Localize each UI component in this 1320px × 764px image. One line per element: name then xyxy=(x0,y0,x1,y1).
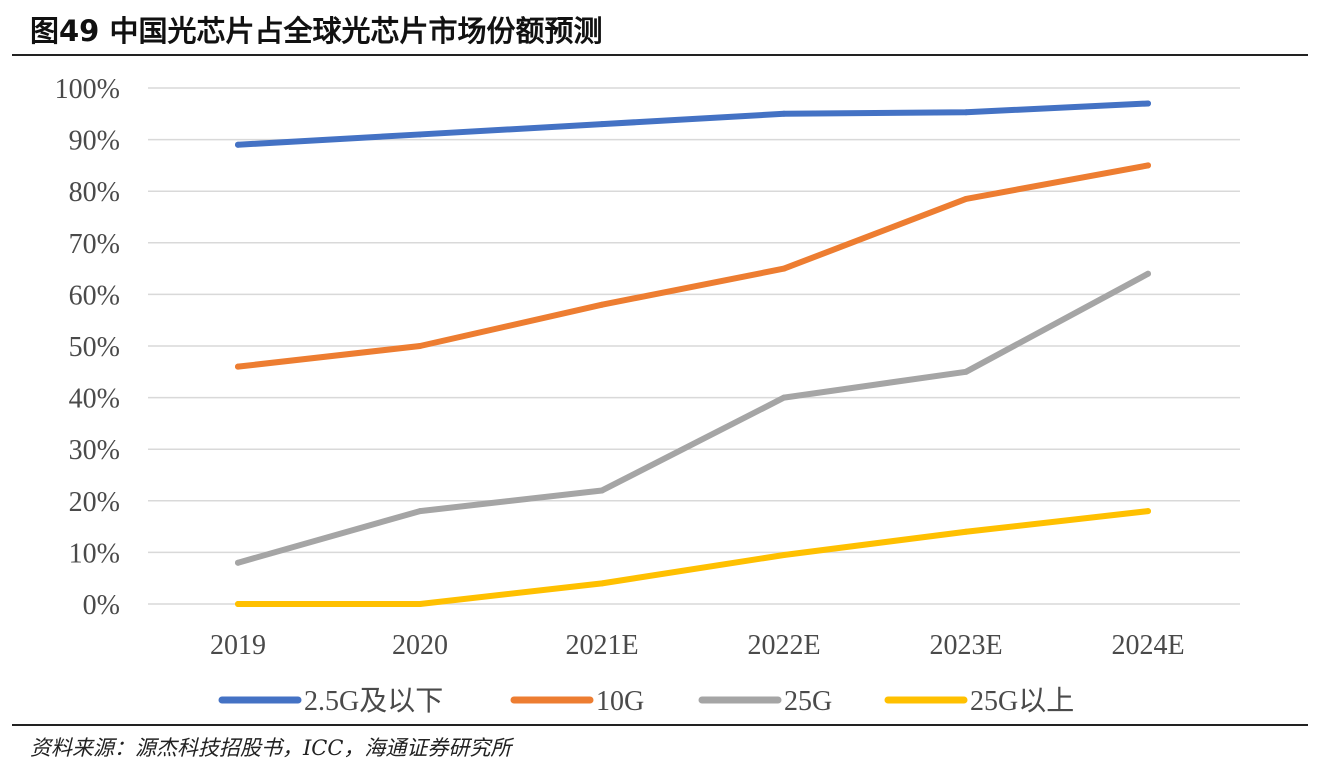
data-point xyxy=(599,121,605,128)
x-tick-label: 2019 xyxy=(210,630,266,661)
data-point xyxy=(599,580,605,587)
source-note: 资料来源：源杰科技招股书，ICC，海通证券研究所 xyxy=(30,736,512,760)
data-point xyxy=(781,394,787,401)
y-tick-label: 10% xyxy=(69,538,120,569)
series-line xyxy=(235,508,1151,607)
legend-label: 25G以上 xyxy=(970,686,1074,717)
data-point xyxy=(781,265,787,272)
data-point xyxy=(417,131,423,138)
y-tick-label: 70% xyxy=(69,229,120,260)
y-tick-label: 90% xyxy=(69,126,120,157)
x-tick-label: 2023E xyxy=(929,630,1002,661)
data-point xyxy=(963,368,969,375)
data-point xyxy=(235,363,241,370)
data-point xyxy=(599,301,605,308)
series-line xyxy=(235,100,1151,148)
data-point xyxy=(963,195,969,202)
legend-label: 25G xyxy=(784,686,832,717)
data-point xyxy=(235,141,241,148)
data-point xyxy=(781,110,787,117)
x-tick-label: 2020 xyxy=(392,630,448,661)
x-tick-label: 2022E xyxy=(747,630,820,661)
series-line xyxy=(235,162,1151,370)
gridlines xyxy=(148,87,1240,605)
bottom-divider xyxy=(12,724,1308,726)
y-tick-label: 0% xyxy=(83,590,120,621)
data-point xyxy=(417,601,423,607)
line-chart: 0%10%20%30%40%50%60%70%80%90%100% 2019 20… xyxy=(55,74,1240,717)
data-point xyxy=(1145,162,1151,169)
data-point xyxy=(599,487,605,494)
y-tick-label: 100% xyxy=(55,74,120,105)
series-lines xyxy=(235,100,1151,607)
data-point xyxy=(963,109,969,116)
data-point xyxy=(1145,270,1151,277)
x-axis-ticks: 2019 2020 2021E 2022E 2023E 2024E xyxy=(210,630,1185,661)
data-point xyxy=(417,343,423,349)
y-tick-label: 40% xyxy=(69,384,120,415)
legend: 2.5G及以下 10G 25G 25G以上 xyxy=(218,686,1074,717)
legend-label: 10G xyxy=(596,686,644,717)
chart-title: 图49 中国光芯片占全球光芯片市场份额预测 xyxy=(30,14,603,48)
y-tick-label: 60% xyxy=(69,280,120,311)
y-tick-label: 30% xyxy=(69,435,120,466)
x-tick-label: 2021E xyxy=(565,630,638,661)
data-point xyxy=(235,559,241,566)
legend-label: 2.5G及以下 xyxy=(304,686,443,717)
data-point xyxy=(963,528,969,535)
data-point xyxy=(417,508,423,515)
top-divider xyxy=(12,54,1308,56)
data-point xyxy=(1145,100,1151,107)
data-point xyxy=(235,601,241,607)
y-tick-label: 50% xyxy=(69,332,120,363)
x-tick-label: 2024E xyxy=(1111,630,1184,661)
data-point xyxy=(1145,508,1151,515)
y-axis-ticks: 0% 10% 20% 30% 40% 50% 60% 70% 80% 90% 100% xyxy=(55,74,120,621)
y-tick-label: 80% xyxy=(69,177,120,208)
data-point xyxy=(781,551,787,558)
y-tick-label: 20% xyxy=(69,487,120,518)
series-line xyxy=(235,270,1151,566)
